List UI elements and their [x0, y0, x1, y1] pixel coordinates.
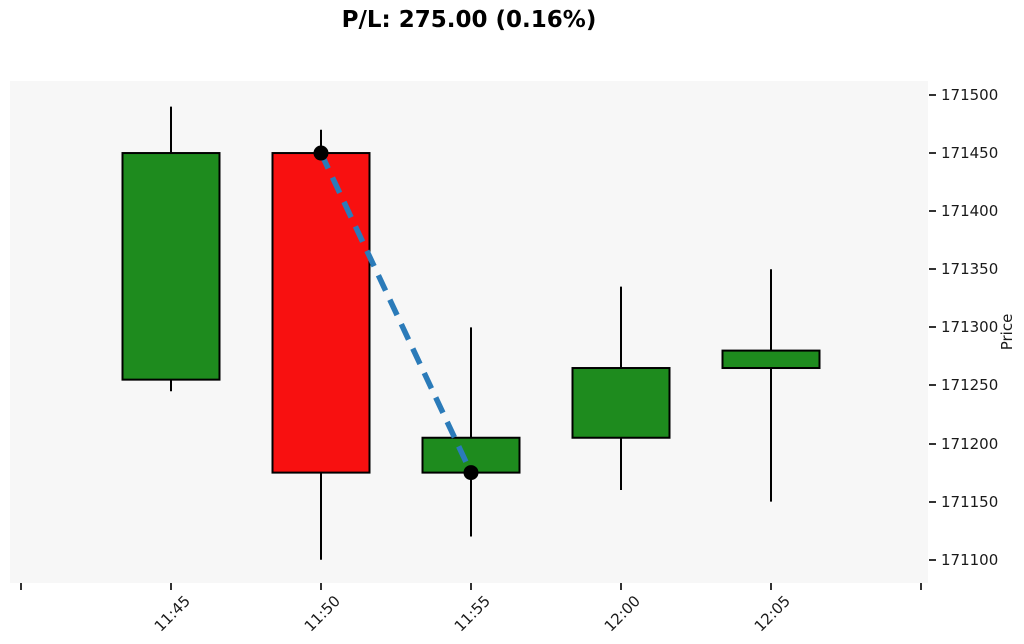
x-tick-label: 12:05	[750, 592, 794, 636]
y-tick-label: 171200	[941, 434, 999, 453]
trade-marker	[313, 145, 329, 161]
plot-area	[10, 81, 928, 583]
y-tick-label: 171250	[941, 376, 999, 395]
x-tick-mark	[170, 583, 172, 590]
chart-title: P/L: 275.00 (0.16%)	[341, 7, 597, 33]
trade-marker	[463, 465, 479, 481]
candle-body-11:45	[121, 152, 221, 381]
x-tick-label: 11:45	[150, 592, 194, 636]
y-tick-label: 171100	[941, 550, 999, 569]
y-tick-mark	[929, 384, 936, 387]
candle-body-12:00	[571, 367, 671, 439]
x-tick-label: 11:55	[450, 592, 494, 636]
y-tick-label: 171150	[941, 492, 999, 511]
x-tick-mark	[620, 583, 622, 590]
trade-line	[318, 151, 474, 474]
y-tick-mark	[929, 268, 936, 271]
y-tick-label: 171500	[941, 85, 999, 104]
y-tick-mark	[929, 93, 936, 96]
y-tick-label: 171450	[941, 144, 999, 163]
y-tick-label: 171400	[941, 202, 999, 221]
y-tick-label: 171350	[941, 260, 999, 279]
y-tick-mark	[929, 558, 936, 561]
y-tick-mark	[929, 442, 936, 445]
x-tick-label: 12:00	[600, 592, 644, 636]
x-tick-mark	[20, 583, 22, 590]
x-tick-mark	[470, 583, 472, 590]
candle-body-11:50	[271, 152, 371, 474]
x-tick-label: 11:50	[300, 592, 344, 636]
x-tick-mark	[770, 583, 772, 590]
y-tick-mark	[929, 210, 936, 213]
y-tick-mark	[929, 500, 936, 503]
candlestick-plot	[121, 106, 821, 560]
y-tick-mark	[929, 326, 936, 329]
y-axis-title: Price	[998, 313, 1016, 351]
x-tick-mark	[920, 583, 922, 590]
x-tick-mark	[320, 583, 322, 590]
y-tick-mark	[929, 152, 936, 155]
candle-body-12:05	[721, 349, 821, 370]
